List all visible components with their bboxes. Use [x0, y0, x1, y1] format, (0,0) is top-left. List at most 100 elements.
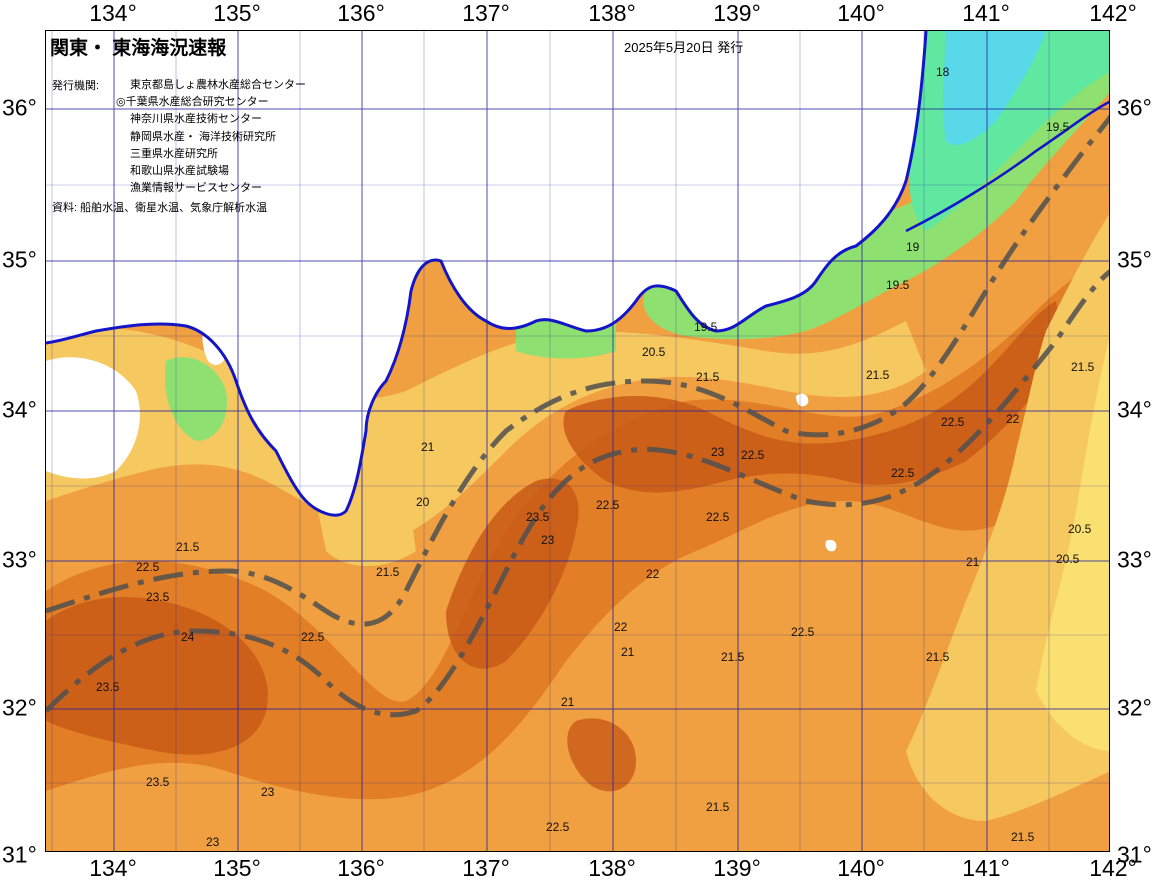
contour-label: 19.5 [886, 278, 910, 292]
lat-tick-34-left: 34° [2, 396, 37, 423]
contour-label: 21.5 [696, 370, 720, 384]
lon-tick-139-bottom: 139° [713, 855, 761, 881]
contour-label: 23 [711, 445, 725, 459]
contour-label: 24 [181, 630, 195, 644]
lon-tick-141-top: 141° [962, 0, 1010, 26]
contour-label: 22.5 [596, 498, 620, 512]
cooler-water-east [1036, 339, 1109, 751]
land-izu-oshima [796, 393, 809, 407]
sea-temperature-map: 21.5 22.5 23.5 23.5 23.5 23 23 24 22.5 2… [45, 30, 1110, 852]
lon-tick-134-bottom: 134° [89, 855, 137, 881]
lon-tick-141-bottom: 141° [962, 855, 1010, 881]
contour-label: 23 [541, 533, 555, 547]
contour-label: 23.5 [526, 510, 550, 524]
contour-label: 23.5 [146, 775, 170, 789]
issuer-item: 漁業情報サービスセンター [130, 182, 262, 195]
contour-label: 22.5 [741, 448, 765, 462]
contour-label: 22 [1006, 412, 1020, 426]
issuer-item: 神奈川県水産技術センター [130, 113, 262, 126]
contour-label: 22 [646, 567, 660, 581]
land-miyake [825, 539, 837, 552]
issuer-item: 和歌山県水産試験場 [130, 165, 229, 178]
contour-label: 23.5 [146, 590, 170, 604]
contour-label: 22.5 [136, 560, 160, 574]
contour-label: 21 [621, 645, 635, 659]
contour-label: 20.5 [1068, 522, 1092, 536]
contour-label: 23.5 [96, 680, 120, 694]
data-source: 資料: 船舶水温、衛星水温、気象庁解析水温 [52, 202, 268, 214]
issuer-item: 東京都島しょ農林水産総合センター [130, 79, 306, 91]
contour-label: 19 [906, 240, 920, 254]
coastline [46, 31, 928, 517]
lat-tick-35-left: 35° [2, 246, 37, 273]
contour-label: 22.5 [301, 630, 325, 644]
land-honshu [46, 31, 926, 516]
land-shikoku [46, 357, 140, 479]
issuers-label: 発行機関: [52, 80, 100, 92]
hot-water-patch-south [567, 718, 636, 792]
lon-tick-137-bottom: 137° [462, 855, 510, 881]
issuer-item: ◎千葉県水産総合研究センター [116, 96, 269, 109]
lat-tick-33-right: 33° [1117, 546, 1152, 573]
issuer-item: 静岡県水産・ 海洋技術研究所 [130, 130, 277, 143]
lat-tick-35-right: 35° [1117, 246, 1152, 273]
contour-label: 21 [561, 695, 575, 709]
contour-label: 20.5 [642, 345, 666, 359]
contour-label: 18 [936, 65, 950, 79]
contour-label: 21.5 [926, 650, 950, 664]
lat-tick-31-left: 31° [2, 841, 37, 868]
lon-tick-140-top: 140° [837, 0, 885, 26]
contour-label: 21.5 [1071, 360, 1095, 374]
warm-water-band [46, 252, 1109, 800]
contour-label: 21.5 [866, 368, 890, 382]
lon-tick-135-bottom: 135° [213, 855, 261, 881]
lat-tick-33-left: 33° [2, 546, 37, 573]
contour-label: 20.5 [1056, 552, 1080, 566]
contour-label: 19.5 [1046, 120, 1070, 134]
contour-label: 23 [206, 835, 220, 849]
lat-lon-grid [46, 31, 1109, 851]
lon-tick-138-top: 138° [588, 0, 636, 26]
hot-water-core-east [563, 301, 1066, 493]
contour-label: 19.5 [694, 320, 718, 334]
contour-label: 23 [261, 785, 275, 799]
contour-label: 21.5 [706, 800, 730, 814]
contour-label: 22.5 [941, 415, 965, 429]
lat-tick-32-right: 32° [1117, 694, 1152, 721]
hot-water-core-west [46, 597, 268, 755]
map-canvas: 21.5 22.5 23.5 23.5 23.5 23 23 24 22.5 2… [46, 31, 1109, 851]
lat-tick-36-left: 36° [2, 94, 37, 121]
lat-tick-31-right: 31° [1117, 841, 1152, 868]
lon-tick-136-top: 136° [337, 0, 385, 26]
lon-tick-134-top: 134° [89, 0, 137, 26]
contour-label: 22.5 [791, 625, 815, 639]
contour-label: 21.5 [721, 650, 745, 664]
contour-label: 21 [966, 555, 980, 569]
contour-label: 21 [421, 440, 435, 454]
cold-water-osaka-bay [165, 357, 227, 441]
issuer-item: 三重県水産研究所 [130, 147, 218, 160]
contour-label: 21.5 [1011, 830, 1035, 844]
lat-tick-32-left: 32° [2, 694, 37, 721]
contour-label: 22.5 [891, 466, 915, 480]
kuroshio-axis-branch [46, 114, 1109, 627]
lon-tick-135-top: 135° [213, 0, 261, 26]
contour-label: 21.5 [376, 565, 400, 579]
contour-label: 22 [614, 620, 628, 634]
kuroshio-axis-main [46, 269, 1109, 718]
lon-tick-142-bottom: 142° [1089, 855, 1137, 881]
lon-tick-139-top: 139° [713, 0, 761, 26]
lat-tick-36-right: 36° [1117, 94, 1152, 121]
issuers-list: 東京都島しょ農林水産総合センター ◎千葉県水産総合研究センター 神奈川県水産技術… [116, 77, 306, 197]
lon-tick-138-bottom: 138° [588, 855, 636, 881]
issue-date: 2025年5月20日 発行 [624, 40, 744, 55]
fine-grid [46, 31, 1109, 851]
map-title: 関東・ 東海海況速報 [50, 38, 227, 59]
contour-label: 22.5 [706, 510, 730, 524]
lon-tick-142-top: 142° [1089, 0, 1137, 26]
coldest-water-north [943, 31, 1046, 145]
cool-water-coastal [46, 321, 926, 541]
contour-label: 20 [416, 495, 430, 509]
contour-label: 22.5 [546, 820, 570, 834]
contour-label: 21.5 [176, 540, 200, 554]
